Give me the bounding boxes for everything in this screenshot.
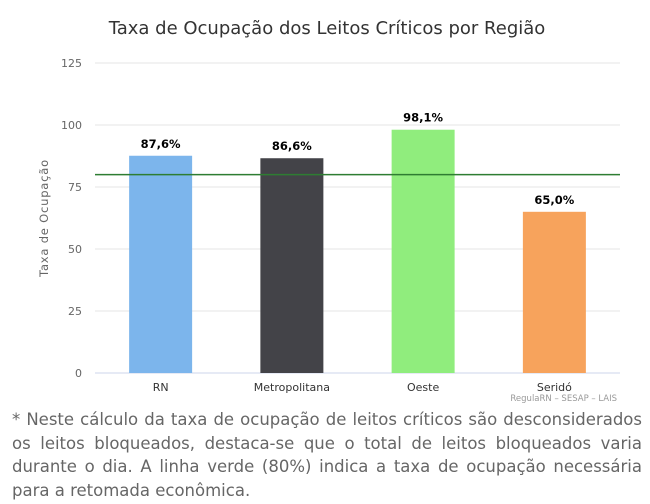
chart-title: Taxa de Ocupação dos Leitos Críticos por…	[108, 18, 546, 39]
y-tick-label: 0	[75, 367, 82, 380]
data-label: 86,6%	[272, 139, 312, 153]
y-tick-label: 50	[68, 243, 82, 256]
x-axis-ticks: RN Metropolitana Oeste Seridó	[153, 381, 572, 394]
bar	[522, 211, 586, 373]
data-label: 87,6%	[141, 137, 181, 151]
bar	[129, 155, 193, 373]
y-axis-ticks: 0 25 50 75 100 125	[61, 57, 82, 380]
x-tick-label: Metropolitana	[254, 381, 330, 394]
data-labels: 87,6% 86,6% 98,1% 65,0%	[141, 111, 575, 207]
footnote: * Neste cálculo da taxa de ocupação de l…	[12, 410, 642, 500]
bars	[129, 129, 586, 373]
y-tick-label: 75	[68, 181, 82, 194]
x-tick-label: Oeste	[407, 381, 439, 394]
data-label: 98,1%	[403, 111, 443, 125]
data-label: 65,0%	[534, 193, 574, 207]
y-tick-label: 100	[61, 119, 82, 132]
chart: Taxa de Ocupação dos Leitos Críticos por…	[37, 18, 620, 404]
x-tick-label: RN	[153, 381, 169, 394]
bar	[260, 158, 324, 373]
bar	[391, 129, 455, 373]
chart-credits: RegulaRN – SESAP – LAIS	[510, 394, 617, 404]
y-axis-label: Taxa de Ocupação	[37, 159, 51, 278]
x-tick-label: Seridó	[537, 381, 572, 394]
y-tick-label: 25	[68, 305, 82, 318]
y-tick-label: 125	[61, 57, 82, 70]
